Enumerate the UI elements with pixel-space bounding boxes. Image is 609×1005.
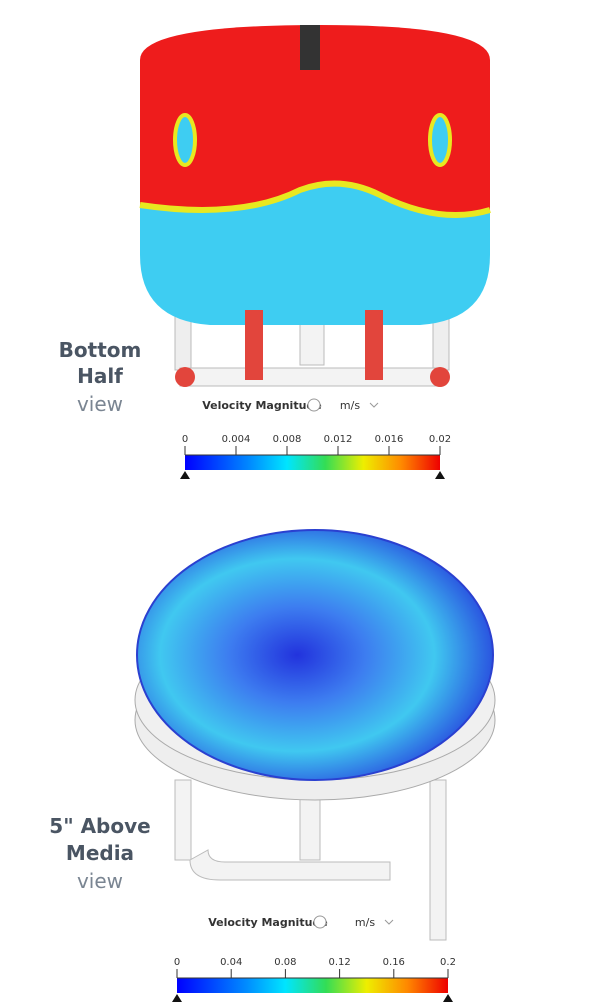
range-handle	[172, 994, 182, 1002]
colorbar-tick-label: 0.04	[220, 957, 242, 968]
unit-dropdown-arrow	[369, 402, 379, 408]
unit-dropdown-arrow	[384, 919, 394, 925]
colorbar-tick-label: 0.004	[222, 434, 251, 445]
colorbar-tick-label: 0.016	[375, 434, 404, 445]
colorbar-tick-label: 0.08	[274, 957, 296, 968]
unit-selector: m/s	[340, 399, 360, 412]
view-label: view	[77, 869, 123, 893]
colorbar-tick-label: 0.012	[324, 434, 353, 445]
colorbar-tick-label: 0.12	[328, 957, 350, 968]
tank-image-bottom-half	[139, 25, 491, 387]
colorbar-tick-label: 0.008	[273, 434, 302, 445]
colorbar	[185, 455, 440, 470]
legend-menu-icon	[307, 398, 321, 412]
legend-menu-icon	[313, 915, 327, 929]
colorbar-tick-label: 0.02	[429, 434, 451, 445]
tank-image-above-media	[134, 529, 496, 941]
colorbar-tick-label: 0.2	[440, 957, 456, 968]
view-label: 5" Above	[49, 814, 150, 838]
unit-selector: m/s	[355, 916, 375, 929]
range-handle	[180, 471, 190, 479]
colorbar-tick-label: 0	[182, 434, 188, 445]
view-label: Half	[77, 364, 123, 388]
legend-title: Velocity Magnitude	[202, 399, 322, 412]
colorbar-tick-label: 0.16	[383, 957, 405, 968]
legend-title: Velocity Magnitude	[208, 916, 328, 929]
colorbar-tick-label: 0	[174, 957, 180, 968]
view-label: Bottom	[59, 338, 142, 362]
range-handle	[443, 994, 453, 1002]
view-label: view	[77, 392, 123, 416]
colorbar	[177, 978, 448, 993]
view-label: Media	[66, 841, 134, 865]
range-handle	[435, 471, 445, 479]
